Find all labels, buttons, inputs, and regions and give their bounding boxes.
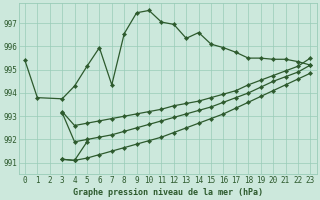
X-axis label: Graphe pression niveau de la mer (hPa): Graphe pression niveau de la mer (hPa) [73,188,263,197]
